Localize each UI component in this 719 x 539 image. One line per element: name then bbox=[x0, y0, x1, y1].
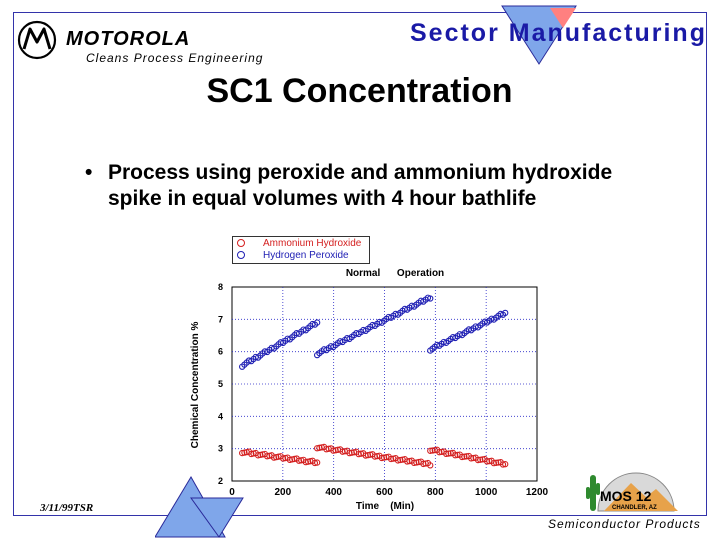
department-name: Cleans Process Engineering bbox=[86, 51, 264, 65]
y-tick-label: 3 bbox=[218, 444, 223, 454]
motorola-logo-icon bbox=[17, 20, 57, 60]
ammonium-point bbox=[445, 450, 452, 457]
brand-name: MOTOROLA bbox=[66, 28, 191, 50]
slide-frame bbox=[13, 12, 707, 516]
peroxide-point bbox=[313, 319, 321, 326]
x-tick-label: 0 bbox=[229, 487, 235, 498]
ammonium-point bbox=[499, 461, 507, 468]
y-tick-label: 8 bbox=[218, 282, 223, 292]
ammonium-point bbox=[490, 459, 498, 467]
mos12-logo-icon bbox=[586, 472, 678, 512]
ammonium-point bbox=[429, 447, 436, 454]
y-tick-label: 4 bbox=[218, 411, 223, 421]
legend-entry-ammonium: Ammonium Hydroxide bbox=[237, 238, 361, 250]
y-tick-label: 5 bbox=[218, 379, 223, 389]
x-axis-label: Time (Min) bbox=[356, 501, 414, 512]
legend-label-ammonium: Ammonium Hydroxide bbox=[263, 238, 362, 249]
ammonium-point bbox=[452, 452, 459, 459]
mos12-location: CHANDLER, AZ bbox=[612, 505, 657, 511]
ammonium-point bbox=[483, 458, 491, 465]
ammonium-point bbox=[313, 459, 321, 466]
x-tick-label: 1000 bbox=[475, 487, 498, 498]
x-tick-label: 200 bbox=[274, 487, 291, 498]
mos12-label: MOS 12 bbox=[600, 488, 652, 504]
y-tick-label: 2 bbox=[218, 476, 223, 486]
slide-title: SC1 Concentration bbox=[206, 72, 513, 110]
x-tick-label: 800 bbox=[427, 487, 444, 498]
chart-title: Normal Operation bbox=[346, 268, 444, 279]
ammonium-point bbox=[477, 456, 484, 463]
bullet-point: • Process using peroxide and ammonium hy… bbox=[85, 160, 665, 212]
footer-triangle-icon bbox=[155, 476, 244, 538]
ammonium-point bbox=[427, 447, 434, 454]
ammonium-point bbox=[443, 450, 450, 458]
division-name: Semiconductor Products bbox=[548, 517, 701, 531]
bullet-text: Process using peroxide and ammonium hydr… bbox=[108, 161, 613, 210]
legend-marker-ammonium bbox=[237, 239, 245, 248]
peroxide-point bbox=[427, 295, 434, 302]
legend-entry-peroxide: Hydrogen Peroxide bbox=[237, 250, 349, 262]
ammonium-point bbox=[458, 453, 466, 461]
sector-title: Sector Manufacturing bbox=[410, 19, 707, 47]
ammonium-point bbox=[474, 456, 482, 464]
ammonium-point bbox=[502, 461, 509, 468]
legend-label-peroxide: Hydrogen Peroxide bbox=[263, 250, 349, 261]
x-tick-label: 1200 bbox=[526, 487, 549, 498]
y-tick-label: 6 bbox=[218, 347, 223, 357]
ammonium-point bbox=[492, 459, 500, 466]
concentration-chart: Normal Operation 0 200 400 600 800 1000 1200 2 3… bbox=[190, 268, 549, 512]
sector-triangle-icon bbox=[501, 5, 577, 65]
legend-marker-peroxide bbox=[237, 251, 245, 260]
peroxide-point bbox=[502, 309, 509, 317]
ammonium-point bbox=[427, 462, 434, 469]
ammonium-point bbox=[461, 453, 468, 460]
bullet-dot-icon: • bbox=[85, 161, 93, 184]
y-axis-label: Chemical Concentration % bbox=[190, 322, 201, 449]
y-tick-label: 7 bbox=[218, 314, 223, 324]
ammonium-point bbox=[467, 455, 475, 462]
chart-legend: Ammonium Hydroxide Hydrogen Peroxide bbox=[232, 236, 370, 264]
ammonium-point bbox=[436, 449, 443, 456]
x-tick-label: 600 bbox=[376, 487, 393, 498]
x-tick-label: 400 bbox=[325, 487, 342, 498]
slide-date: 3/11/99TSR bbox=[40, 502, 94, 514]
